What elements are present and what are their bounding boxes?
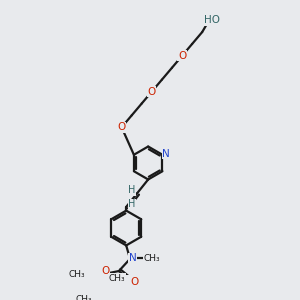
Text: H: H (128, 185, 135, 196)
Text: CH₃: CH₃ (109, 274, 125, 283)
Text: O: O (178, 51, 186, 61)
Text: O: O (130, 277, 139, 287)
Text: HO: HO (204, 15, 220, 25)
Text: CH₃: CH₃ (68, 270, 85, 279)
Text: O: O (118, 122, 126, 132)
Text: H: H (128, 199, 135, 209)
Text: CH₃: CH₃ (76, 295, 92, 300)
Text: CH₃: CH₃ (143, 254, 160, 263)
Text: N: N (129, 253, 136, 263)
Text: O: O (101, 266, 109, 276)
Text: N: N (162, 149, 170, 159)
Text: O: O (148, 87, 156, 97)
